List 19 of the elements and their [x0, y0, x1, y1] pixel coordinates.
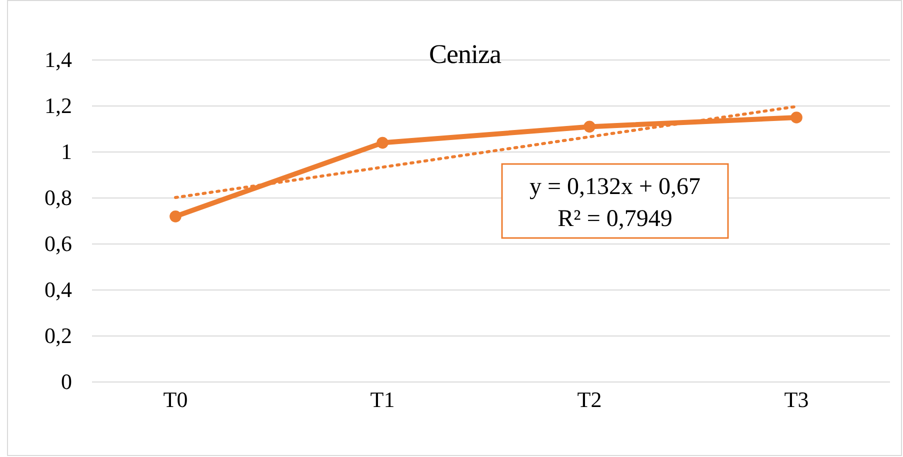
x-tick-label: T2	[577, 387, 602, 412]
annotation: R² = 0,7949	[558, 206, 672, 232]
point	[376, 136, 388, 149]
chart-title: Ceniza	[429, 39, 502, 69]
y-tick-label: 0,6	[44, 231, 72, 256]
y-tick-label: 0,4	[44, 277, 72, 302]
y-tick-label: 0,8	[44, 185, 72, 210]
point	[790, 112, 802, 124]
annotation: y = 0,132x + 0,67	[529, 174, 701, 200]
y-tick-label: 0	[61, 369, 72, 394]
y-tick-label: 0,2	[44, 323, 72, 348]
y-tick-label: 1	[61, 139, 72, 164]
x-tick-label: T1	[370, 387, 395, 412]
y-tick-label: 1,4	[44, 47, 72, 72]
point	[584, 120, 596, 133]
x-tick-label: T3	[784, 387, 809, 412]
x-tick-label: T0	[163, 387, 188, 412]
point	[170, 210, 182, 222]
y-tick-label: 1,2	[44, 93, 72, 118]
